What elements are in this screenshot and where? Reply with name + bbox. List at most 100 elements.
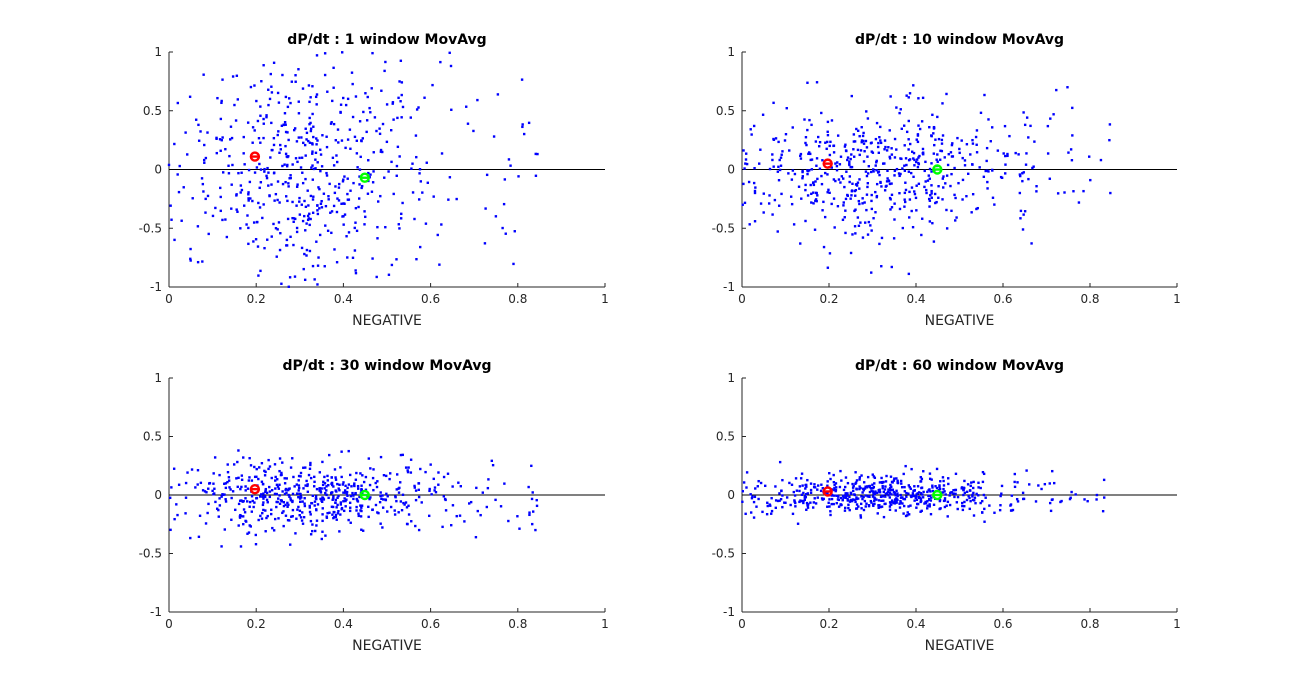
scatter-point bbox=[368, 106, 371, 110]
scatter-point bbox=[283, 120, 287, 124]
scatter-point bbox=[267, 467, 270, 471]
scatter-point bbox=[272, 143, 276, 147]
scatter-point bbox=[923, 502, 926, 505]
scatter-point bbox=[261, 495, 264, 498]
scatter-point bbox=[860, 140, 863, 144]
scatter-point bbox=[910, 171, 913, 175]
scatter-point bbox=[317, 256, 320, 259]
scatter-point bbox=[415, 155, 418, 159]
scatter-point bbox=[324, 491, 327, 495]
scatter-point bbox=[851, 486, 855, 489]
scatter-point bbox=[357, 487, 360, 490]
scatter-point bbox=[956, 495, 960, 499]
scatter-point bbox=[866, 172, 870, 175]
scatter-point bbox=[349, 147, 352, 150]
scatter-point bbox=[451, 504, 455, 507]
scatter-point bbox=[264, 509, 267, 512]
scatter-point bbox=[993, 203, 996, 206]
scatter-point bbox=[364, 475, 368, 479]
scatter-point bbox=[867, 165, 871, 168]
scatter-point bbox=[839, 155, 843, 158]
scatter-point bbox=[239, 487, 242, 491]
scatter-point bbox=[189, 247, 192, 251]
scatter-point bbox=[870, 199, 873, 203]
scatter-point bbox=[904, 181, 907, 184]
scatter-point bbox=[191, 197, 194, 200]
scatter-point bbox=[846, 158, 849, 162]
scatter-point bbox=[862, 160, 866, 163]
scatter-point bbox=[1027, 136, 1030, 139]
scatter-point bbox=[184, 131, 187, 134]
scatter-point bbox=[928, 504, 931, 507]
scatter-point bbox=[253, 465, 256, 469]
scatter-point bbox=[873, 502, 876, 506]
scatter-point bbox=[329, 491, 333, 495]
scatter-point bbox=[360, 139, 363, 142]
scatter-point bbox=[1088, 155, 1091, 158]
scatter-point bbox=[371, 508, 374, 512]
scatter-point bbox=[928, 126, 931, 129]
scatter-point bbox=[530, 497, 534, 501]
scatter-point bbox=[286, 163, 289, 167]
scatter-point bbox=[347, 449, 350, 453]
scatter-point bbox=[932, 240, 936, 243]
scatter-point bbox=[237, 476, 240, 480]
scatter-point bbox=[925, 188, 928, 192]
scatter-point bbox=[304, 154, 307, 157]
scatter-point bbox=[308, 506, 312, 509]
scatter-point bbox=[313, 500, 317, 503]
scatter-point bbox=[252, 221, 256, 224]
scatter-point bbox=[1004, 172, 1007, 175]
scatter-point bbox=[264, 489, 267, 492]
scatter-point bbox=[196, 260, 200, 264]
scatter-point bbox=[343, 175, 346, 178]
point-cloud bbox=[741, 460, 1106, 525]
scatter-point bbox=[355, 509, 358, 512]
scatter-point bbox=[345, 493, 349, 496]
scatter-point bbox=[1011, 508, 1015, 512]
scatter-point bbox=[873, 492, 877, 495]
scatter-point bbox=[358, 175, 361, 178]
scatter-point bbox=[889, 208, 892, 211]
scatter-point bbox=[305, 479, 308, 483]
scatter-point bbox=[814, 199, 817, 202]
scatter-point bbox=[389, 129, 393, 132]
scatter-point bbox=[890, 480, 894, 484]
scatter-point bbox=[868, 490, 872, 494]
scatter-point bbox=[862, 487, 865, 491]
scatter-point bbox=[975, 143, 978, 146]
scatter-point bbox=[266, 166, 269, 170]
scatter-point bbox=[262, 492, 265, 495]
scatter-point bbox=[296, 508, 299, 511]
scatter-point bbox=[291, 492, 295, 496]
scatter-point bbox=[917, 124, 920, 127]
scatter-point bbox=[842, 204, 845, 207]
scatter-point bbox=[313, 475, 316, 479]
scatter-point bbox=[854, 471, 857, 474]
scatter-point bbox=[908, 198, 912, 201]
scatter-point bbox=[282, 123, 285, 127]
scatter-point bbox=[772, 138, 776, 141]
scatter-point bbox=[249, 464, 253, 467]
scatter-point bbox=[848, 495, 851, 499]
scatter-point bbox=[328, 453, 331, 457]
scatter-point bbox=[289, 466, 293, 469]
scatter-point bbox=[429, 463, 432, 466]
scatter-point bbox=[175, 503, 178, 506]
scatter-point bbox=[832, 502, 835, 506]
scatter-point bbox=[346, 138, 350, 141]
scatter-point bbox=[767, 202, 771, 205]
scatter-point bbox=[846, 494, 849, 497]
scatter-point bbox=[431, 83, 434, 87]
scatter-point bbox=[849, 157, 852, 161]
scatter-point bbox=[246, 487, 250, 490]
scatter-point bbox=[288, 276, 292, 279]
scatter-point bbox=[778, 158, 781, 162]
scatter-point bbox=[401, 105, 405, 109]
scatter-point bbox=[379, 194, 382, 198]
scatter-point bbox=[938, 487, 942, 491]
scatter-point bbox=[1056, 192, 1060, 195]
scatter-point bbox=[211, 489, 214, 493]
scatter-point bbox=[800, 493, 804, 496]
scatter-point bbox=[870, 489, 873, 493]
